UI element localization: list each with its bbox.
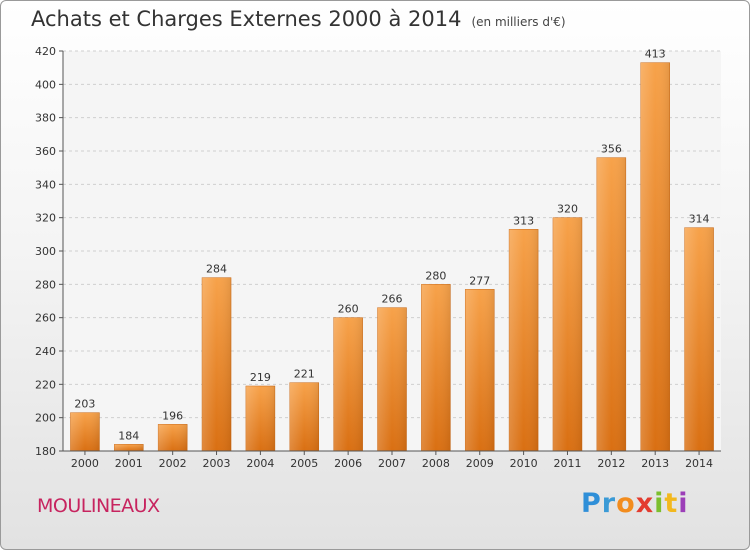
logo-letter: t	[664, 488, 679, 519]
data-label: 221	[294, 368, 315, 381]
logo-letter: i	[654, 488, 665, 519]
place-name: MOULINEAUX	[37, 495, 160, 517]
x-tick-label: 2007	[378, 457, 406, 470]
data-label: 266	[382, 293, 403, 306]
chart-title: Achats et Charges Externes 2000 à 2014 (e…	[31, 7, 566, 31]
bars-layer: 203 184 196 284 219 221 260 266 280 277 313 320 356 4…	[70, 48, 714, 452]
y-tick-label: 340	[35, 178, 56, 191]
bar-shine	[596, 157, 626, 451]
data-label: 203	[74, 398, 95, 411]
y-tick-label: 320	[35, 212, 56, 225]
bar-shine	[158, 424, 188, 451]
y-tick-label: 260	[35, 312, 56, 325]
y-tick-label: 240	[35, 345, 56, 358]
data-label: 413	[645, 48, 666, 61]
logo-letter: o	[616, 488, 636, 519]
data-label: 314	[689, 213, 710, 226]
data-label: 280	[425, 269, 446, 282]
x-tick-label: 2001	[115, 457, 143, 470]
x-tick-label: 2000	[71, 457, 99, 470]
x-tick-label: 2011	[553, 457, 581, 470]
logo-letter: x	[635, 488, 655, 519]
bar-shine	[684, 227, 714, 451]
chart-subtitle: (en milliers d'€)	[471, 15, 566, 29]
bar-shine	[509, 229, 539, 451]
bar-shine	[333, 317, 363, 451]
data-label: 184	[118, 429, 139, 442]
x-tick-label: 2005	[290, 457, 318, 470]
y-tick-label: 180	[35, 445, 56, 458]
logo-letter: i	[678, 488, 689, 519]
x-tick-label: 2002	[159, 457, 187, 470]
y-tick-label: 220	[35, 378, 56, 391]
logo-letter: r	[601, 488, 617, 519]
y-tick-label: 360	[35, 145, 56, 158]
x-tick-label: 2010	[510, 457, 538, 470]
x-tick-label: 2014	[685, 457, 713, 470]
x-tick-label: 2009	[466, 457, 494, 470]
data-label: 284	[206, 263, 227, 276]
x-tick-label: 2006	[334, 457, 362, 470]
bar-shine	[202, 277, 232, 451]
y-tick-label: 200	[35, 412, 56, 425]
y-tick-label: 380	[35, 112, 56, 125]
x-tick-label: 2008	[422, 457, 450, 470]
y-tick-label: 300	[35, 245, 56, 258]
bar-shine	[421, 284, 451, 451]
x-tick-label: 2012	[597, 457, 625, 470]
x-tick-label: 2013	[641, 457, 669, 470]
bar-shine	[114, 444, 144, 451]
data-label: 356	[601, 143, 622, 156]
bar-shine	[640, 62, 670, 452]
logo-letter: P	[581, 488, 602, 519]
data-label: 277	[469, 274, 490, 287]
bar-shine	[552, 217, 582, 451]
proxiti-logo: Proxiti	[581, 488, 689, 519]
x-tick-label: 2004	[246, 457, 274, 470]
bar-shine	[70, 412, 100, 451]
y-tick-label: 420	[35, 45, 56, 58]
data-label: 219	[250, 371, 271, 384]
x-tick-label: 2003	[203, 457, 231, 470]
bar-shine	[245, 386, 275, 451]
axis-layer: 180 200 220 240 260 280 300 320 340 360 380 400 420 2…	[35, 45, 721, 470]
bar-shine	[289, 382, 319, 451]
data-label: 260	[338, 303, 359, 316]
data-label: 196	[162, 409, 183, 422]
data-label: 320	[557, 203, 578, 216]
chart-title-text: Achats et Charges Externes 2000 à 2014	[31, 7, 462, 31]
y-tick-label: 280	[35, 278, 56, 291]
data-label: 313	[513, 214, 534, 227]
y-tick-label: 400	[35, 78, 56, 91]
bar-shine	[377, 307, 407, 451]
bar-shine	[465, 289, 495, 451]
